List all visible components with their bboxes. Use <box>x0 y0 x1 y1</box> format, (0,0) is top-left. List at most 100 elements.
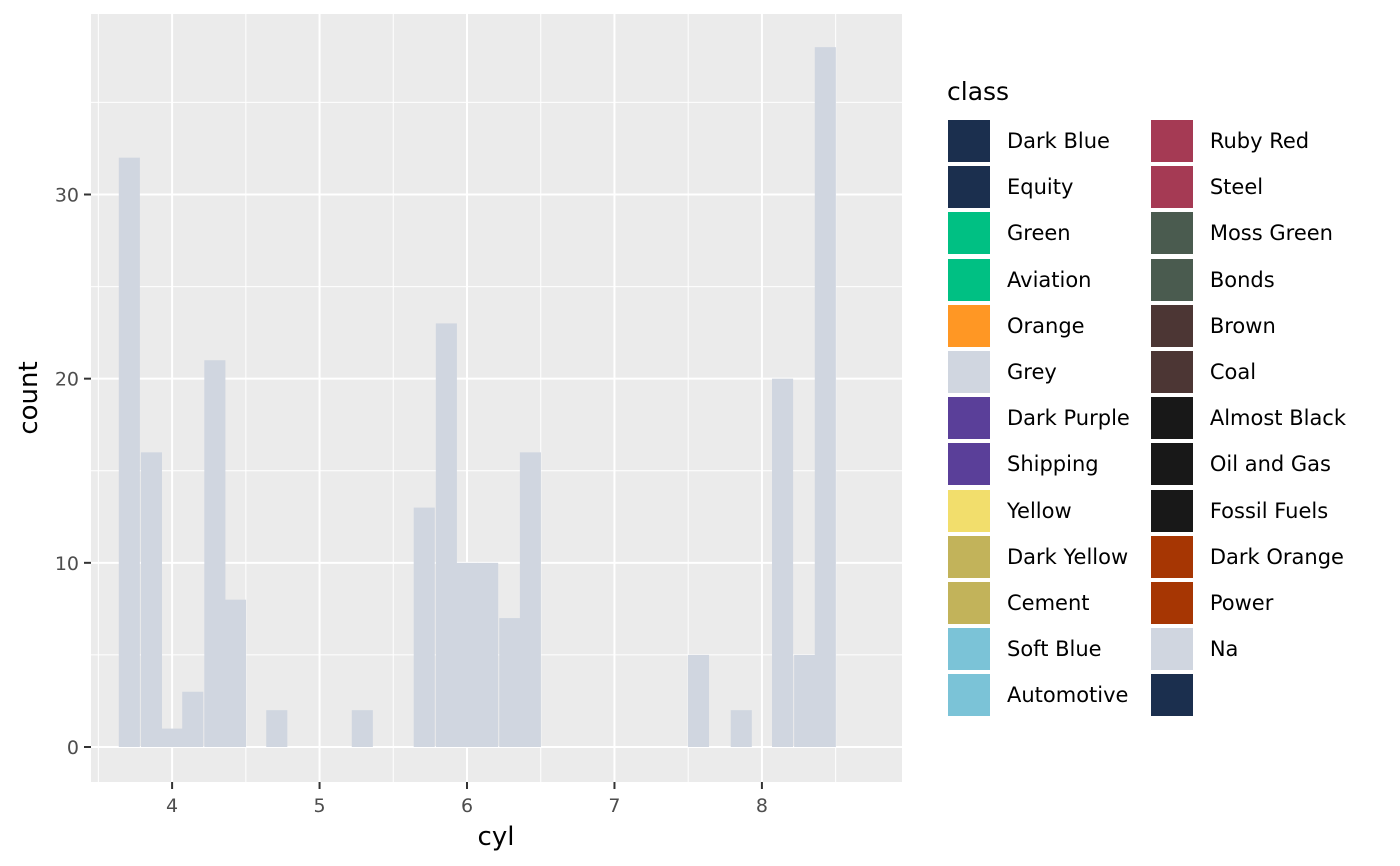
histogram-bar <box>499 618 521 748</box>
legend-label: Bonds <box>1209 267 1275 292</box>
histogram-bar <box>182 691 204 748</box>
legend-label: Brown <box>1209 313 1276 338</box>
legend-swatch <box>1149 119 1194 164</box>
legend-label: Green <box>1007 221 1071 246</box>
legend-item: Dark Purple <box>947 395 1130 441</box>
histogram-bar <box>266 710 288 748</box>
legend-label: Na <box>1209 637 1239 662</box>
legend-swatch <box>1149 488 1194 533</box>
y-axis-title: count <box>14 361 44 434</box>
histogram-bar <box>351 710 373 748</box>
y-tick-label: 20 <box>55 369 79 391</box>
legend-swatch <box>1149 165 1194 210</box>
legend-item: Equity <box>947 164 1130 210</box>
legend-item: Aviation <box>947 257 1130 303</box>
legend-item: Oil and Gas <box>1149 441 1346 487</box>
legend-item: Grey <box>947 349 1130 395</box>
y-tick-label: 10 <box>55 553 79 575</box>
y-axis: 0 10 20 30 <box>55 184 91 759</box>
legend-label: Yellow <box>1007 498 1072 523</box>
legend-label: Soft Blue <box>1007 637 1102 662</box>
legend-label: Equity <box>1007 175 1074 200</box>
histogram-bar <box>413 507 435 748</box>
legend-label: Dark Orange <box>1209 544 1344 569</box>
histogram-bar <box>224 599 247 748</box>
x-tick-label: 7 <box>608 795 620 817</box>
legend-label: Dark Purple <box>1007 406 1130 431</box>
legend-label: Dark Blue <box>1007 129 1110 154</box>
legend-swatch <box>947 488 991 533</box>
histogram-bar <box>687 654 710 748</box>
histogram-bar <box>161 728 183 748</box>
legend-label: Power <box>1209 590 1274 615</box>
histogram-bar <box>730 710 752 748</box>
legend-swatch <box>1149 303 1194 348</box>
legend-item: Almost Black <box>1149 395 1347 441</box>
legend-label: Fossil Fuels <box>1209 498 1329 523</box>
histogram-bar <box>456 562 478 748</box>
legend-label: Almost Black <box>1209 406 1347 431</box>
histogram-bar <box>140 452 162 748</box>
legend-swatch <box>1149 580 1194 625</box>
histogram-bar <box>814 47 836 748</box>
legend-item: Dark Blue <box>947 118 1130 164</box>
legend-label: Moss Green <box>1209 221 1333 246</box>
y-tick-label: 0 <box>67 737 79 759</box>
legend-item: Fossil Fuels <box>1149 488 1346 534</box>
legend-label: Steel <box>1209 175 1264 200</box>
legend-item: Ruby Red <box>1149 118 1346 164</box>
legend-swatch <box>947 303 991 348</box>
legend-item: Brown <box>1149 303 1346 349</box>
legend-swatch <box>1149 442 1194 487</box>
legend-item: Dark Orange <box>1149 534 1346 580</box>
legend-item: Shipping <box>947 441 1130 487</box>
legend-swatch <box>947 350 991 395</box>
legend-column: Dark Blue Equity Green Aviation Orange Grey Da… <box>947 118 1130 718</box>
legend-label: Ruby Red <box>1209 129 1310 154</box>
legend-swatch <box>947 211 991 256</box>
x-tick-label: 8 <box>756 795 768 817</box>
legend-swatch <box>947 257 991 302</box>
bars <box>118 47 836 748</box>
legend-item: Moss Green <box>1149 210 1346 256</box>
legend-swatch <box>947 442 991 487</box>
legend-item: Steel <box>1149 164 1346 210</box>
legend-swatch <box>1149 211 1194 256</box>
legend-item: Orange <box>947 303 1130 349</box>
legend-title: class <box>947 77 1010 106</box>
legend-item: Automotive <box>947 672 1130 718</box>
x-axis-title: cyl <box>478 822 515 852</box>
legend-item: Soft Blue <box>947 626 1130 672</box>
legend-swatch <box>947 165 991 210</box>
legend: class Dark Blue Equity Green Aviation Orange… <box>947 76 1346 718</box>
x-tick-label: 5 <box>314 795 326 817</box>
legend-label: Automotive <box>1007 683 1129 708</box>
legend-swatch <box>1149 257 1194 302</box>
x-tick-label: 6 <box>461 795 473 817</box>
legend-swatch <box>947 627 991 672</box>
legend-swatch <box>1149 673 1194 718</box>
legend-label: Shipping <box>1007 452 1099 477</box>
histogram-bar <box>519 452 541 748</box>
histogram-bar <box>118 157 140 748</box>
histogram-bar <box>435 323 457 748</box>
histogram-bar <box>204 360 226 748</box>
legend-item: Dark Yellow <box>947 534 1130 580</box>
legend-item: Cement <box>947 580 1130 626</box>
legend-swatch <box>947 534 991 579</box>
legend-label: Dark Yellow <box>1007 544 1129 569</box>
legend-swatch <box>947 396 991 441</box>
legend-item: Coal <box>1149 349 1346 395</box>
legend-swatch <box>1149 534 1194 579</box>
legend-label: Oil and Gas <box>1209 452 1331 477</box>
legend-columns: Dark Blue Equity Green Aviation Orange Grey Da… <box>947 118 1346 718</box>
legend-swatch <box>947 119 991 164</box>
legend-label: Aviation <box>1007 267 1092 292</box>
legend-item: Green <box>947 210 1130 256</box>
histogram-bar <box>477 562 499 748</box>
legend-item <box>1149 672 1346 718</box>
legend-item: Yellow <box>947 488 1130 534</box>
legend-label: Coal <box>1209 360 1257 385</box>
legend-item: Power <box>1149 580 1346 626</box>
